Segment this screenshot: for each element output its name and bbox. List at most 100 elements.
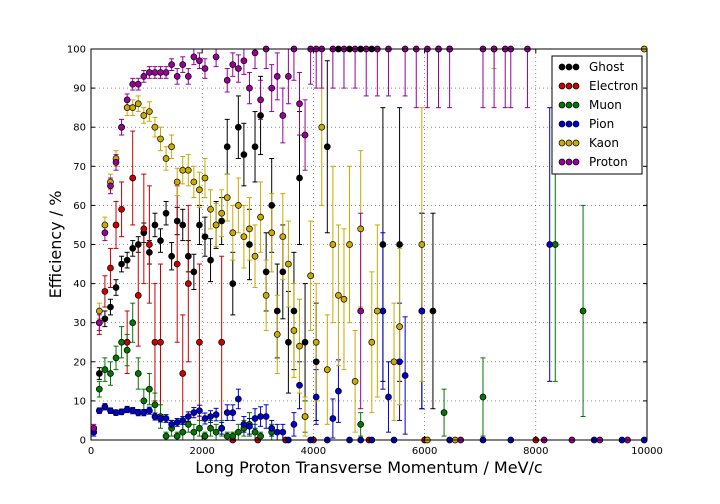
pion-point [101, 403, 109, 411]
kaon-point [173, 178, 181, 186]
ghost-point [251, 143, 259, 151]
ghost-point [218, 217, 226, 225]
legend-marker-muon [565, 101, 573, 109]
ghost-point [118, 260, 125, 268]
kaon-point [323, 366, 331, 373]
proton-point [146, 69, 153, 76]
y-tick-label: 90 [73, 84, 86, 95]
ghost-point [223, 143, 231, 151]
y-tick-label: 80 [73, 123, 86, 134]
ghost-point [396, 241, 403, 248]
muon-point [234, 428, 242, 436]
muon-point [101, 366, 109, 373]
ghost-point [190, 268, 198, 276]
muon-point [123, 346, 131, 354]
proton-point [240, 57, 248, 65]
ghost-point [196, 221, 203, 229]
kaon-point [240, 233, 248, 241]
pion-point [146, 407, 153, 415]
ghost-point [240, 151, 248, 158]
proton-point [357, 307, 365, 315]
x-tick-label: 10000 [631, 446, 663, 457]
ghost-point [257, 112, 264, 119]
pion-point [229, 409, 237, 416]
kaon-point [146, 108, 153, 115]
ghost-point [379, 241, 387, 248]
ghost-point [146, 248, 153, 256]
pion-point [151, 413, 159, 420]
muon-point [196, 424, 203, 432]
y-tick-label: 40 [73, 279, 86, 290]
y-tick-label: 20 [73, 357, 86, 368]
muon-point [201, 432, 209, 440]
kaon-point [190, 178, 198, 186]
ghost-point [95, 370, 103, 377]
proton-point [157, 69, 164, 76]
muon-point [479, 393, 487, 401]
pion-point [95, 407, 103, 415]
proton-point [268, 84, 276, 92]
electron-point [107, 264, 114, 272]
proton-point [134, 80, 142, 88]
legend-marker-proton [572, 158, 580, 166]
muon-point [179, 428, 187, 436]
y-tick-label: 50 [73, 240, 86, 251]
pion-point [546, 241, 554, 248]
y-tick-label: 60 [73, 201, 86, 212]
pion-point [223, 409, 231, 416]
ghost-point [285, 338, 292, 346]
ghost-point [101, 315, 109, 323]
proton-point [257, 96, 264, 104]
electron-point [101, 288, 109, 295]
ghost-point [301, 338, 309, 346]
pion-point [246, 422, 253, 430]
legend-marker-muon [558, 101, 566, 109]
muon-point [207, 424, 214, 432]
kaon-point [312, 338, 320, 346]
ghost-point [107, 303, 114, 311]
ghost-point [279, 268, 287, 276]
muon-point [134, 370, 142, 377]
pion-point [168, 421, 175, 428]
muon-point [95, 385, 103, 393]
kaon-point [257, 213, 264, 221]
proton-point [229, 61, 237, 68]
kaon-point [134, 100, 142, 108]
legend-marker-pion [565, 120, 573, 128]
proton-point [251, 49, 259, 57]
kaon-point [390, 358, 398, 366]
pion-point [234, 395, 242, 403]
ghost-point [429, 307, 437, 315]
pion-point [251, 415, 259, 422]
ghost-point [112, 284, 120, 291]
pion-point [190, 409, 198, 416]
pion-point [385, 393, 392, 401]
legend-label-pion: Pion [589, 117, 614, 131]
legend-marker-ghost [558, 63, 566, 71]
legend-marker-ghost [572, 63, 580, 71]
pion-point [107, 407, 114, 415]
ghost-point [207, 256, 214, 264]
muon-point [223, 432, 231, 440]
legend: Ghost Electron Muon Pion Kaon Proton [551, 55, 643, 175]
pion-point [279, 428, 287, 436]
proton-point [184, 73, 192, 80]
electron-point [157, 338, 164, 346]
kaon-point [273, 331, 281, 338]
x-tick-label: 0 [88, 446, 94, 457]
muon-point [212, 428, 220, 436]
ghost-point [246, 241, 253, 248]
kaon-point [268, 229, 276, 237]
ghost-point [179, 221, 187, 229]
proton-point [112, 159, 120, 166]
pion-point [268, 424, 276, 432]
y-axis-title: Efficiency / % [46, 191, 65, 299]
muon-point [184, 421, 192, 428]
muon-point [140, 397, 148, 405]
pion-point [196, 407, 203, 415]
ghost-point [129, 245, 137, 252]
kaon-point [396, 323, 403, 330]
kaon-point [418, 241, 426, 248]
pion-point [157, 415, 164, 422]
pion-point [134, 409, 142, 416]
